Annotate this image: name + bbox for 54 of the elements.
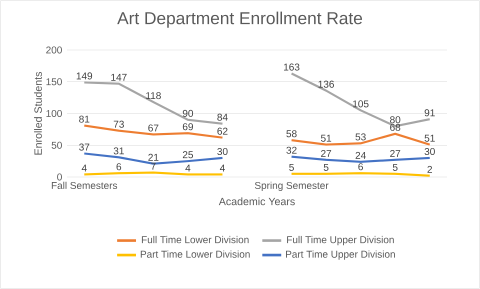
data-label: 25 bbox=[182, 151, 194, 158]
data-label: 118 bbox=[146, 92, 161, 100]
data-label: 21 bbox=[148, 154, 158, 161]
data-label: 136 bbox=[318, 80, 334, 88]
x-tick-label: Spring Semester bbox=[254, 182, 328, 191]
data-label: 37 bbox=[79, 144, 90, 151]
data-label: 6 bbox=[116, 163, 122, 170]
data-label: 67 bbox=[148, 124, 158, 132]
data-label: 7 bbox=[151, 162, 156, 170]
data-label: 84 bbox=[217, 114, 228, 121]
data-label: 5 bbox=[392, 164, 398, 171]
data-label: 90 bbox=[182, 110, 194, 117]
data-label: 51 bbox=[424, 134, 435, 142]
x-tick-label: Fall Semesters bbox=[52, 182, 118, 190]
legend-label: Part Time Lower Division bbox=[140, 250, 250, 258]
data-label: 73 bbox=[114, 120, 124, 128]
legend-label: Part Time Upper Division bbox=[286, 250, 395, 260]
data-label: 32 bbox=[286, 146, 297, 154]
data-label: 5 bbox=[324, 164, 328, 171]
x-axis-title: Academic Years bbox=[218, 197, 295, 206]
chart-title: Art Department Enrollment Rate bbox=[117, 12, 362, 28]
data-label: 80 bbox=[390, 116, 400, 124]
y-tick-label: 150 bbox=[46, 78, 62, 86]
data-label: 4 bbox=[185, 164, 190, 172]
data-label: 62 bbox=[217, 128, 228, 135]
data-label: 30 bbox=[217, 148, 228, 156]
y-tick-label: 50 bbox=[52, 142, 62, 149]
data-label: 147 bbox=[111, 74, 127, 81]
data-label: 68 bbox=[390, 124, 400, 131]
data-label: 4 bbox=[220, 164, 225, 172]
data-label: 2 bbox=[427, 166, 432, 173]
data-label: 5 bbox=[289, 164, 294, 171]
data-label: 51 bbox=[320, 134, 332, 142]
y-tick-label: 200 bbox=[46, 46, 62, 54]
y-tick-label: 0 bbox=[57, 173, 62, 181]
data-label: 53 bbox=[355, 133, 366, 140]
data-label: 105 bbox=[353, 100, 369, 108]
data-label: 69 bbox=[182, 123, 193, 130]
data-label: 163 bbox=[284, 64, 300, 71]
legend-label: Full Time Lower Division bbox=[142, 236, 249, 244]
data-label: 81 bbox=[79, 116, 90, 123]
data-label: 6 bbox=[358, 163, 363, 170]
data-label: 149 bbox=[76, 72, 92, 80]
data-label: 4 bbox=[82, 164, 87, 172]
data-label: 30 bbox=[424, 148, 435, 156]
legend-label: Full Time Upper Division bbox=[287, 236, 394, 246]
data-label: 27 bbox=[321, 150, 332, 157]
data-label: 27 bbox=[390, 150, 400, 157]
data-label: 91 bbox=[424, 109, 435, 116]
data-label: 24 bbox=[356, 152, 366, 159]
y-axis-title: Enrolled Students bbox=[34, 72, 42, 155]
data-label: 31 bbox=[114, 147, 124, 154]
data-label: 58 bbox=[286, 130, 297, 138]
y-tick-label: 100 bbox=[46, 110, 62, 118]
